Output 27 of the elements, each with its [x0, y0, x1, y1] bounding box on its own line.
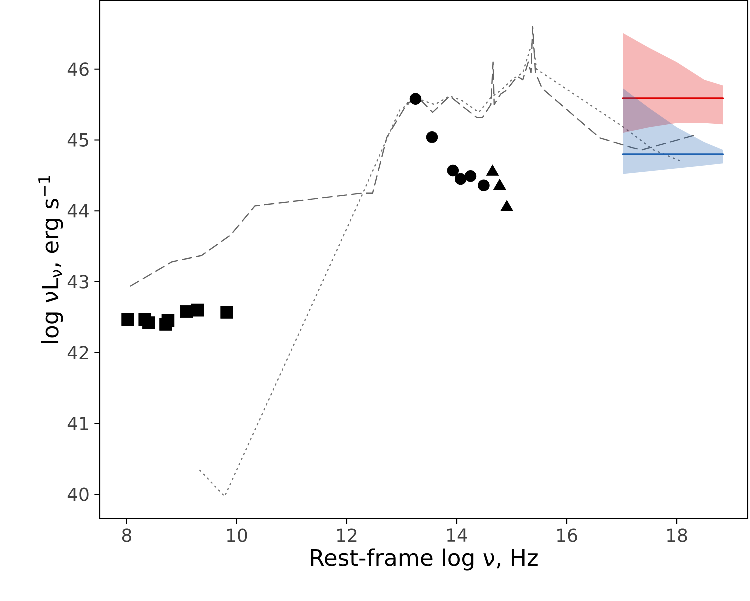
y-tick-label: 40 [68, 488, 89, 502]
y-tick-label: 46 [68, 62, 89, 76]
y-axis-title: log νL$_{ν}$, erg s$^{−1}$ [38, 176, 64, 344]
point [464, 170, 477, 182]
point [454, 174, 467, 186]
x-tick-label: 10 [228, 528, 248, 542]
x-tick-label: 16 [558, 528, 578, 542]
y-tick-label: 42 [68, 346, 88, 360]
point [486, 165, 500, 176]
y-tick-label: 41 [68, 417, 88, 430]
point [142, 316, 156, 330]
y-tick-label: 43 [68, 275, 89, 289]
y-tick-label: 44 [68, 204, 89, 218]
point [220, 306, 234, 320]
point [426, 132, 438, 144]
point [478, 180, 490, 192]
x-tick-label: 18 [668, 528, 688, 542]
point [162, 314, 175, 328]
x-axis-title: Rest-frame log ν, Hz [311, 548, 538, 571]
point [447, 165, 460, 177]
x-tick-label: 14 [448, 528, 468, 542]
x-tick-label: 12 [338, 528, 357, 542]
point [122, 313, 134, 326]
point [192, 304, 204, 317]
point [410, 93, 422, 106]
x-tick-label: 8 [122, 528, 132, 542]
y-tick-label: 45 [68, 134, 88, 148]
